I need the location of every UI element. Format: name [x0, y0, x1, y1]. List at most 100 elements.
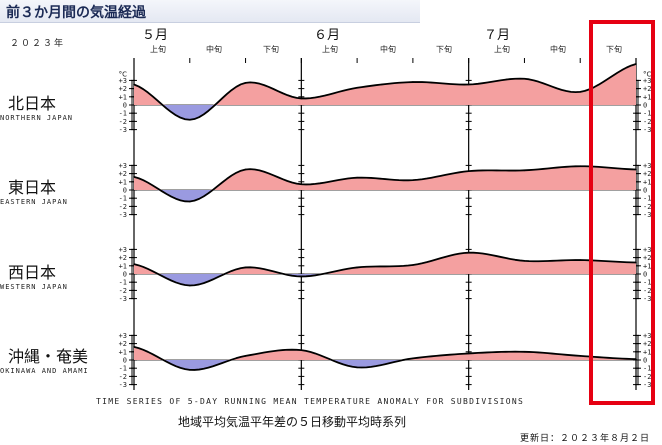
data-point	[579, 355, 582, 357]
highlight-box	[589, 20, 655, 405]
dekad-label: 下旬	[606, 45, 622, 54]
region-name-western: 西日本	[8, 263, 57, 282]
positive-area	[134, 252, 636, 274]
y-tick-label: +3	[119, 162, 127, 170]
y-tick-label: +1	[119, 262, 127, 270]
y-tick-label: +1	[643, 178, 651, 186]
data-point	[412, 357, 414, 360]
y-tick-label: -1	[643, 365, 651, 373]
data-point	[300, 275, 303, 278]
y-tick-label: -3	[643, 211, 651, 219]
data-point	[133, 263, 135, 265]
y-tick-label: -2	[119, 203, 127, 211]
y-tick-label: +2	[643, 340, 651, 348]
series-line	[133, 346, 637, 371]
y-tick-label: -1	[119, 110, 127, 118]
japanese-caption: 地域平均気温平年差の５日移動平均時系列	[178, 415, 407, 429]
data-point	[188, 118, 191, 121]
y-tick-label: +1	[119, 178, 127, 186]
data-point	[356, 176, 358, 179]
y-tick-label: -1	[643, 279, 651, 287]
chart-title: 前３か月間の気温経過	[6, 5, 146, 21]
y-tick-label: +1	[643, 348, 651, 356]
y-tick-label: +2	[643, 170, 651, 178]
y-tick-label: 0	[643, 102, 647, 110]
data-point	[244, 266, 247, 269]
region-name-okinawa: 沖縄・奄美	[8, 347, 89, 366]
data-point	[412, 81, 414, 83]
data-point	[133, 83, 135, 86]
y-tick-label: +3	[643, 246, 651, 254]
data-point	[523, 77, 526, 80]
data-point	[188, 284, 191, 287]
data-point	[579, 91, 582, 93]
y-tick-label: +3	[643, 332, 651, 340]
year-label: ２０２３年	[10, 39, 66, 49]
y-tick-label: +2	[119, 85, 127, 93]
english-caption: TIME SERIES OF 5-DAY RUNNING MEAN TEMPER…	[96, 397, 525, 406]
dekad-label: 中旬	[550, 45, 566, 54]
y-tick-label: +3	[643, 77, 651, 85]
y-tick-label: -2	[119, 118, 127, 126]
y-tick-label: -1	[643, 110, 651, 118]
region-en-western: WESTERN JAPAN	[0, 283, 68, 291]
y-tick-label: -2	[643, 373, 651, 381]
data-point	[467, 251, 470, 254]
data-point	[356, 266, 358, 269]
region-name-eastern: 東日本	[8, 178, 57, 197]
negative-area	[134, 274, 636, 286]
y-tick-label: -3	[643, 381, 651, 389]
positive-area	[134, 346, 636, 360]
data-point	[635, 358, 637, 360]
data-point	[467, 352, 470, 355]
data-point	[133, 346, 135, 348]
y-tick-label: -2	[119, 287, 127, 295]
data-point	[244, 168, 247, 171]
y-tick-label: +1	[643, 93, 651, 101]
dekad-label: 下旬	[436, 45, 452, 54]
y-tick-label: -1	[119, 195, 127, 203]
data-point	[523, 351, 526, 353]
data-point	[579, 259, 582, 261]
y-tick-label: -3	[119, 126, 127, 134]
dekad-label: 上旬	[494, 45, 510, 54]
y-tick-label: +1	[119, 348, 127, 356]
y-tick-label: -2	[643, 118, 651, 126]
data-point	[356, 366, 358, 369]
y-tick-label: +2	[119, 170, 127, 178]
region-name-northern: 北日本	[8, 94, 57, 113]
y-tick-label: -2	[643, 287, 651, 295]
y-tick-label: -3	[119, 295, 127, 303]
y-tick-label: -2	[643, 203, 651, 211]
y-tick-label: -1	[119, 279, 127, 287]
y-unit-label: °C	[119, 70, 128, 78]
series-line	[133, 165, 637, 203]
y-tick-label: +2	[119, 254, 127, 262]
y-tick-label: -3	[643, 295, 651, 303]
y-tick-label: -1	[119, 365, 127, 373]
updated-date: 更新日：２０２３年８月２日	[520, 434, 651, 444]
data-point	[523, 169, 526, 172]
title-bar: 前３か月間の気温経過	[0, 0, 420, 23]
y-tick-label: -3	[119, 381, 127, 389]
data-point	[412, 179, 414, 181]
data-point	[412, 264, 414, 266]
series-line	[133, 63, 637, 121]
y-tick-label: +3	[643, 162, 651, 170]
y-tick-label: -3	[119, 211, 127, 219]
negative-area	[134, 360, 636, 370]
y-tick-label: 0	[123, 271, 127, 279]
data-point	[635, 63, 637, 65]
data-point	[188, 200, 191, 203]
y-tick-label: +3	[119, 77, 127, 85]
y-tick-label: -3	[643, 126, 651, 134]
region-en-okinawa: OKINAWA AND AMAMI	[0, 367, 89, 375]
y-tick-label: 0	[643, 357, 647, 365]
y-tick-label: +3	[119, 332, 127, 340]
y-tick-label: 0	[123, 102, 127, 110]
data-point	[244, 82, 247, 84]
data-point	[300, 97, 303, 100]
y-tick-label: 0	[643, 271, 647, 279]
y-unit-label: °C	[643, 70, 652, 78]
data-point	[467, 83, 470, 86]
